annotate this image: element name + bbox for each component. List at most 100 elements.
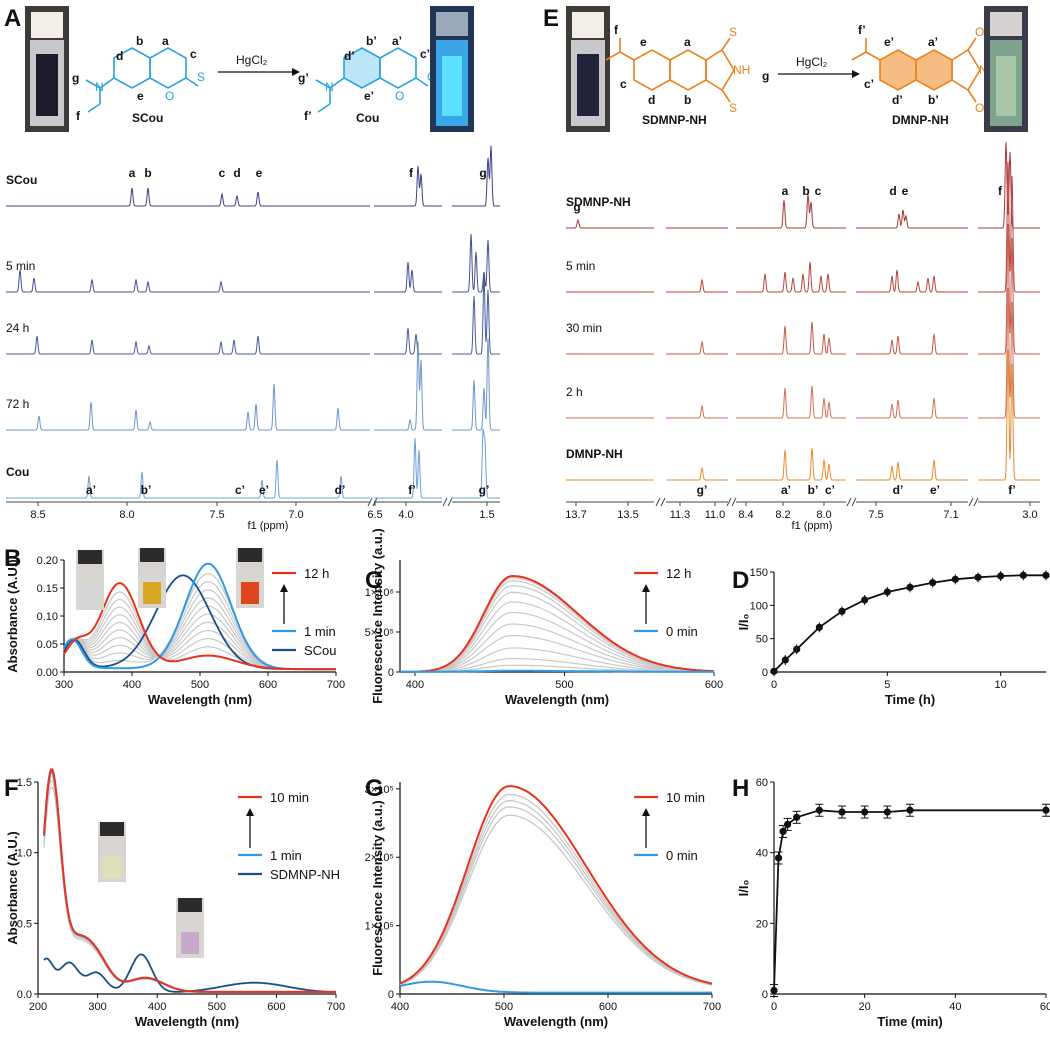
nmr-tick-label: 8.5 xyxy=(30,509,45,521)
fit-line xyxy=(773,574,1046,672)
chart-f: 200 300 400 500 600 700 0.0 0.5 1.0 1.5 Wavelength… xyxy=(4,768,345,1029)
reagent-e: HgCl₂ xyxy=(796,55,828,69)
data-point xyxy=(929,579,937,587)
sdmnp-atom-f: f xyxy=(614,23,619,37)
axis-break-mark xyxy=(973,497,979,507)
peak-label: e xyxy=(902,184,909,198)
y-axis-title: Absorbance (A.U.) xyxy=(5,559,20,672)
nmr-trace xyxy=(452,428,500,499)
axis-break-mark xyxy=(851,497,857,507)
y-tick-label: 0.20 xyxy=(37,555,58,567)
legend-arrowhead xyxy=(246,808,254,816)
sdmnp-atom-a: a xyxy=(684,35,691,49)
nmr-trace xyxy=(856,209,968,229)
nmr-tick-label: 11.3 xyxy=(670,509,691,521)
peak-label: f’ xyxy=(408,483,416,497)
x-axis-title: Time (h) xyxy=(885,692,935,707)
intermediate-spectrum xyxy=(63,605,336,670)
y-tick-label: 0.15 xyxy=(37,583,58,595)
peak-label: a xyxy=(129,166,136,180)
vial-liquid xyxy=(143,582,161,604)
x-tick-label: 400 xyxy=(406,679,424,691)
scou-atom-a: a xyxy=(162,34,169,48)
x-tick-label: 500 xyxy=(555,679,573,691)
x-tick-label: 20 xyxy=(859,1001,871,1013)
y-tick-label: 100 xyxy=(750,600,768,612)
scou-atom-f: f xyxy=(76,109,81,123)
nmr-trace xyxy=(374,165,442,207)
sdmnp-atom-b: b xyxy=(684,93,691,107)
y-tick-label: 0 xyxy=(388,667,394,679)
vial-liquid xyxy=(241,582,259,604)
y-tick-label: 0.5 xyxy=(17,918,32,930)
nmr-trace xyxy=(374,437,442,499)
legend-label: 1 min xyxy=(270,848,302,863)
nmr-tick-label: 4.0 xyxy=(398,509,413,521)
peak-label: c xyxy=(815,184,822,198)
nmr-trace xyxy=(666,404,728,419)
nmr-trace xyxy=(6,269,370,293)
cuvette-photo-scou xyxy=(25,6,69,132)
cou-o-ring: O xyxy=(395,89,404,103)
nmr-trace xyxy=(736,321,846,355)
cou-atom-b: b’ xyxy=(366,34,377,48)
peak-label: f xyxy=(409,166,414,180)
nmr-trace-label: SCou xyxy=(6,173,37,187)
nmr-trace xyxy=(666,340,728,355)
x-tick-label: 600 xyxy=(267,1001,285,1013)
intermediate-spectrum xyxy=(43,780,336,993)
peak-label: e’ xyxy=(259,483,269,497)
nmr-trace xyxy=(666,278,728,293)
data-point xyxy=(774,854,783,862)
nmr-tick-label: 8.0 xyxy=(119,509,134,521)
intermediate-spectrum xyxy=(400,611,715,673)
fit-line xyxy=(773,809,1046,991)
nmr-trace xyxy=(6,187,370,207)
scou-atom-b: b xyxy=(136,34,143,48)
intermediate-spectrum xyxy=(399,814,713,986)
nmr-trace xyxy=(736,193,846,229)
nmr-tick-label: 8.2 xyxy=(775,509,790,521)
x-tick-label: 500 xyxy=(495,1001,513,1013)
sdmnp-atom-c: c xyxy=(620,77,627,91)
x-tick-label: 300 xyxy=(88,1001,106,1013)
dmnp-o-top: O xyxy=(975,25,984,39)
nmr-trace xyxy=(736,447,846,481)
x-tick-label: 400 xyxy=(123,679,141,691)
10min-spectrum xyxy=(399,785,713,985)
nmr-trace xyxy=(856,459,968,481)
legend-arrowhead xyxy=(642,584,650,592)
nmr-tick-label: 13.5 xyxy=(617,509,638,521)
panel-label: G xyxy=(365,775,384,802)
reaction-arrowhead-a xyxy=(292,68,300,76)
y-tick-label: 0.05 xyxy=(37,639,58,651)
cou-atom-f: f’ xyxy=(304,109,312,123)
chart-h: 0 20 40 60 0 20 40 60 Time (min) I/I₀ H xyxy=(732,775,1050,1029)
nmr-trace xyxy=(452,275,500,355)
peak-label: b xyxy=(144,166,151,180)
panel-e: E S S NH f e a c d b g SDMNP-NH HgCl₂ xyxy=(543,5,1028,132)
nmr-trace xyxy=(374,341,442,431)
peak-label: b’ xyxy=(141,483,152,497)
vial-photo-2 xyxy=(138,548,166,608)
structure-sdmnp xyxy=(605,37,735,103)
sdmnp-atom-e: e xyxy=(640,35,647,49)
dmnp-atom-b: b’ xyxy=(928,93,939,107)
peak-label: d’ xyxy=(335,483,346,497)
x-tick-label: 0 xyxy=(771,679,777,691)
nmr-trace xyxy=(566,218,654,229)
scou-name: SCou xyxy=(132,111,163,125)
nmr-trace xyxy=(978,161,1040,293)
nmr-trace-label: 5 min xyxy=(566,259,595,273)
sdmnp-atom-g: g xyxy=(762,69,769,83)
legend-label: 0 min xyxy=(666,848,698,863)
legend-arrowhead xyxy=(280,584,288,592)
cou-atom-d: d’ xyxy=(344,49,355,63)
data-point xyxy=(838,607,846,615)
panel-label-a: A xyxy=(4,5,21,32)
vial-liquid xyxy=(181,932,199,954)
panel-a: A S O N b a c d e f g SCou HgCl₂ xyxy=(4,5,474,132)
x-axis-title: Wavelength (nm) xyxy=(505,692,609,707)
nmr-trace xyxy=(452,233,500,293)
scou-atom-g: g xyxy=(72,71,79,85)
